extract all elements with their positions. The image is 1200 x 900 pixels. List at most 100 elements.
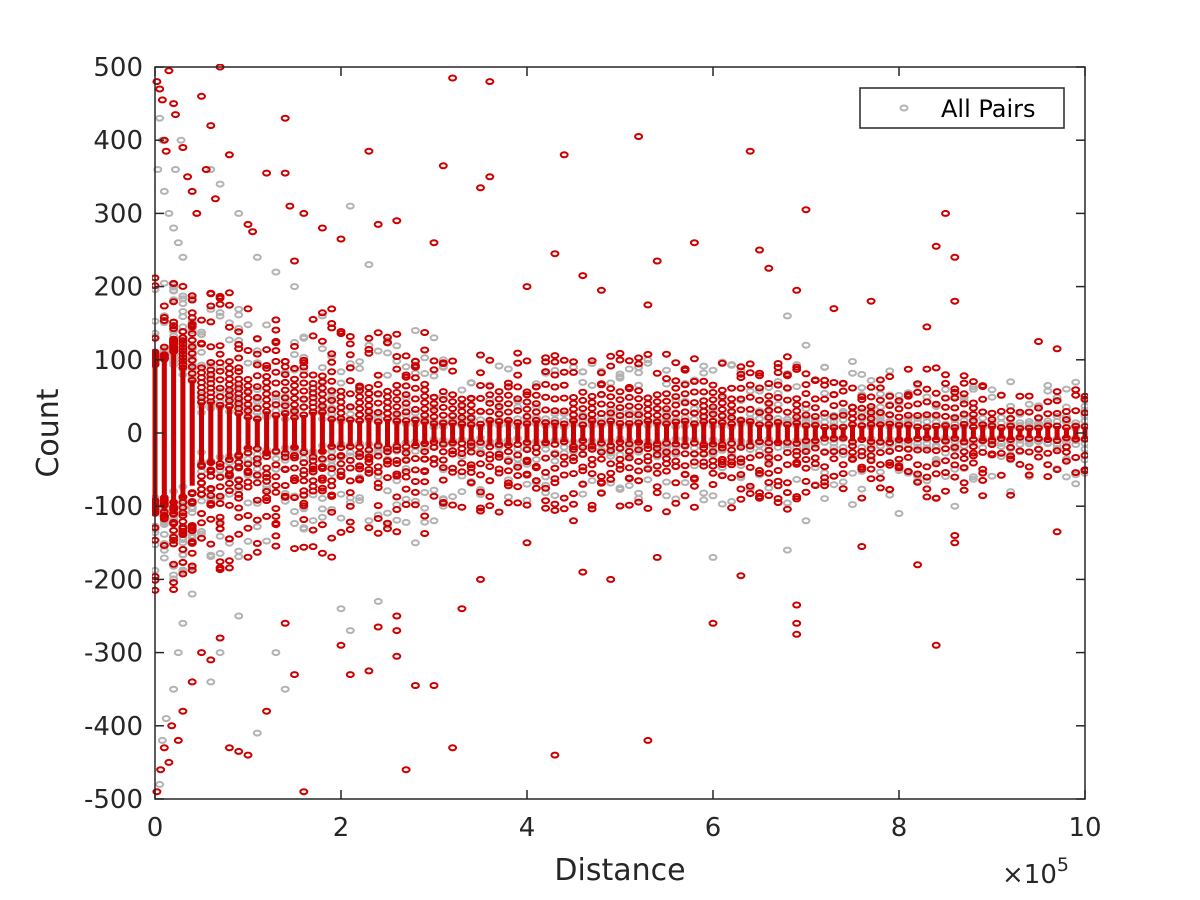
data-point	[885, 392, 895, 400]
data-point	[290, 477, 299, 484]
data-point	[252, 393, 262, 401]
data-point	[764, 413, 774, 421]
data-point	[810, 441, 820, 448]
data-point	[252, 539, 262, 547]
data-point	[531, 408, 541, 416]
data-point	[866, 403, 876, 410]
data-point	[206, 485, 216, 492]
data-point	[1015, 447, 1025, 455]
data-point	[857, 413, 867, 421]
data-point	[355, 364, 365, 372]
data-point	[829, 472, 839, 480]
data-point	[438, 411, 448, 419]
data-point	[429, 239, 439, 247]
data-point	[792, 419, 802, 427]
data-point	[745, 482, 755, 490]
data-point	[206, 466, 216, 474]
data-point	[838, 407, 848, 415]
data-point	[596, 369, 606, 377]
data-point	[801, 341, 811, 349]
data-point	[169, 506, 179, 514]
data-point	[959, 486, 969, 494]
data-point	[243, 359, 253, 367]
data-point	[262, 373, 272, 380]
data-point	[615, 356, 625, 364]
data-point	[894, 405, 904, 413]
data-point	[197, 339, 206, 347]
data-point	[931, 364, 941, 372]
data-point	[438, 388, 448, 396]
band-core	[961, 424, 967, 442]
data-point	[652, 469, 662, 477]
data-point	[689, 239, 699, 247]
data-point	[550, 500, 560, 508]
data-point	[717, 386, 727, 394]
band-core	[412, 420, 418, 446]
data-point	[708, 553, 718, 561]
data-point	[717, 444, 727, 452]
data-point	[429, 393, 439, 401]
data-point	[271, 316, 281, 324]
data-point	[773, 418, 783, 426]
data-point	[522, 438, 532, 446]
data-point	[866, 475, 876, 483]
data-point	[596, 400, 606, 408]
data-point	[717, 406, 727, 413]
data-point	[206, 302, 216, 310]
data-point	[262, 477, 272, 485]
data-point	[782, 353, 792, 361]
data-point	[968, 436, 978, 444]
data-point	[392, 417, 402, 425]
data-point	[466, 401, 476, 409]
data-point	[857, 384, 867, 392]
data-point	[420, 346, 430, 354]
data-point	[782, 396, 792, 404]
data-point	[643, 359, 653, 367]
data-point	[885, 420, 895, 428]
data-point	[364, 147, 374, 155]
data-point	[187, 678, 197, 686]
data-point	[764, 406, 774, 414]
band-core	[905, 424, 911, 442]
data-point	[1043, 436, 1053, 444]
data-point	[215, 532, 225, 540]
data-point	[392, 446, 402, 454]
data-point	[401, 501, 411, 508]
data-point	[903, 421, 913, 429]
data-point	[159, 500, 169, 508]
data-point	[578, 421, 588, 429]
data-point	[615, 412, 625, 419]
data-point	[252, 496, 262, 504]
data-point	[392, 403, 402, 411]
data-point	[1052, 397, 1062, 405]
band-core	[775, 422, 781, 444]
data-point	[271, 411, 281, 419]
data-point	[271, 519, 281, 527]
data-point	[996, 391, 1006, 399]
data-point	[615, 388, 625, 396]
data-point	[1071, 419, 1081, 427]
data-point	[466, 438, 476, 446]
data-point	[262, 470, 272, 478]
data-point	[252, 729, 262, 737]
data-point	[345, 502, 355, 510]
data-point	[327, 320, 337, 327]
data-point	[169, 560, 179, 568]
data-point	[801, 381, 811, 389]
data-point	[317, 484, 327, 492]
data-point	[522, 412, 532, 420]
data-point	[950, 461, 960, 469]
data-point	[392, 456, 402, 464]
data-point	[290, 388, 299, 396]
data-point	[171, 166, 180, 173]
data-point	[1015, 460, 1025, 468]
data-point	[782, 499, 792, 507]
data-point	[457, 452, 467, 460]
band-core	[1045, 425, 1051, 441]
data-points-layer	[152, 64, 1088, 796]
data-point	[745, 360, 755, 368]
data-point	[1015, 392, 1025, 400]
band-core	[757, 424, 762, 442]
data-point	[252, 415, 262, 423]
data-point	[336, 490, 346, 498]
